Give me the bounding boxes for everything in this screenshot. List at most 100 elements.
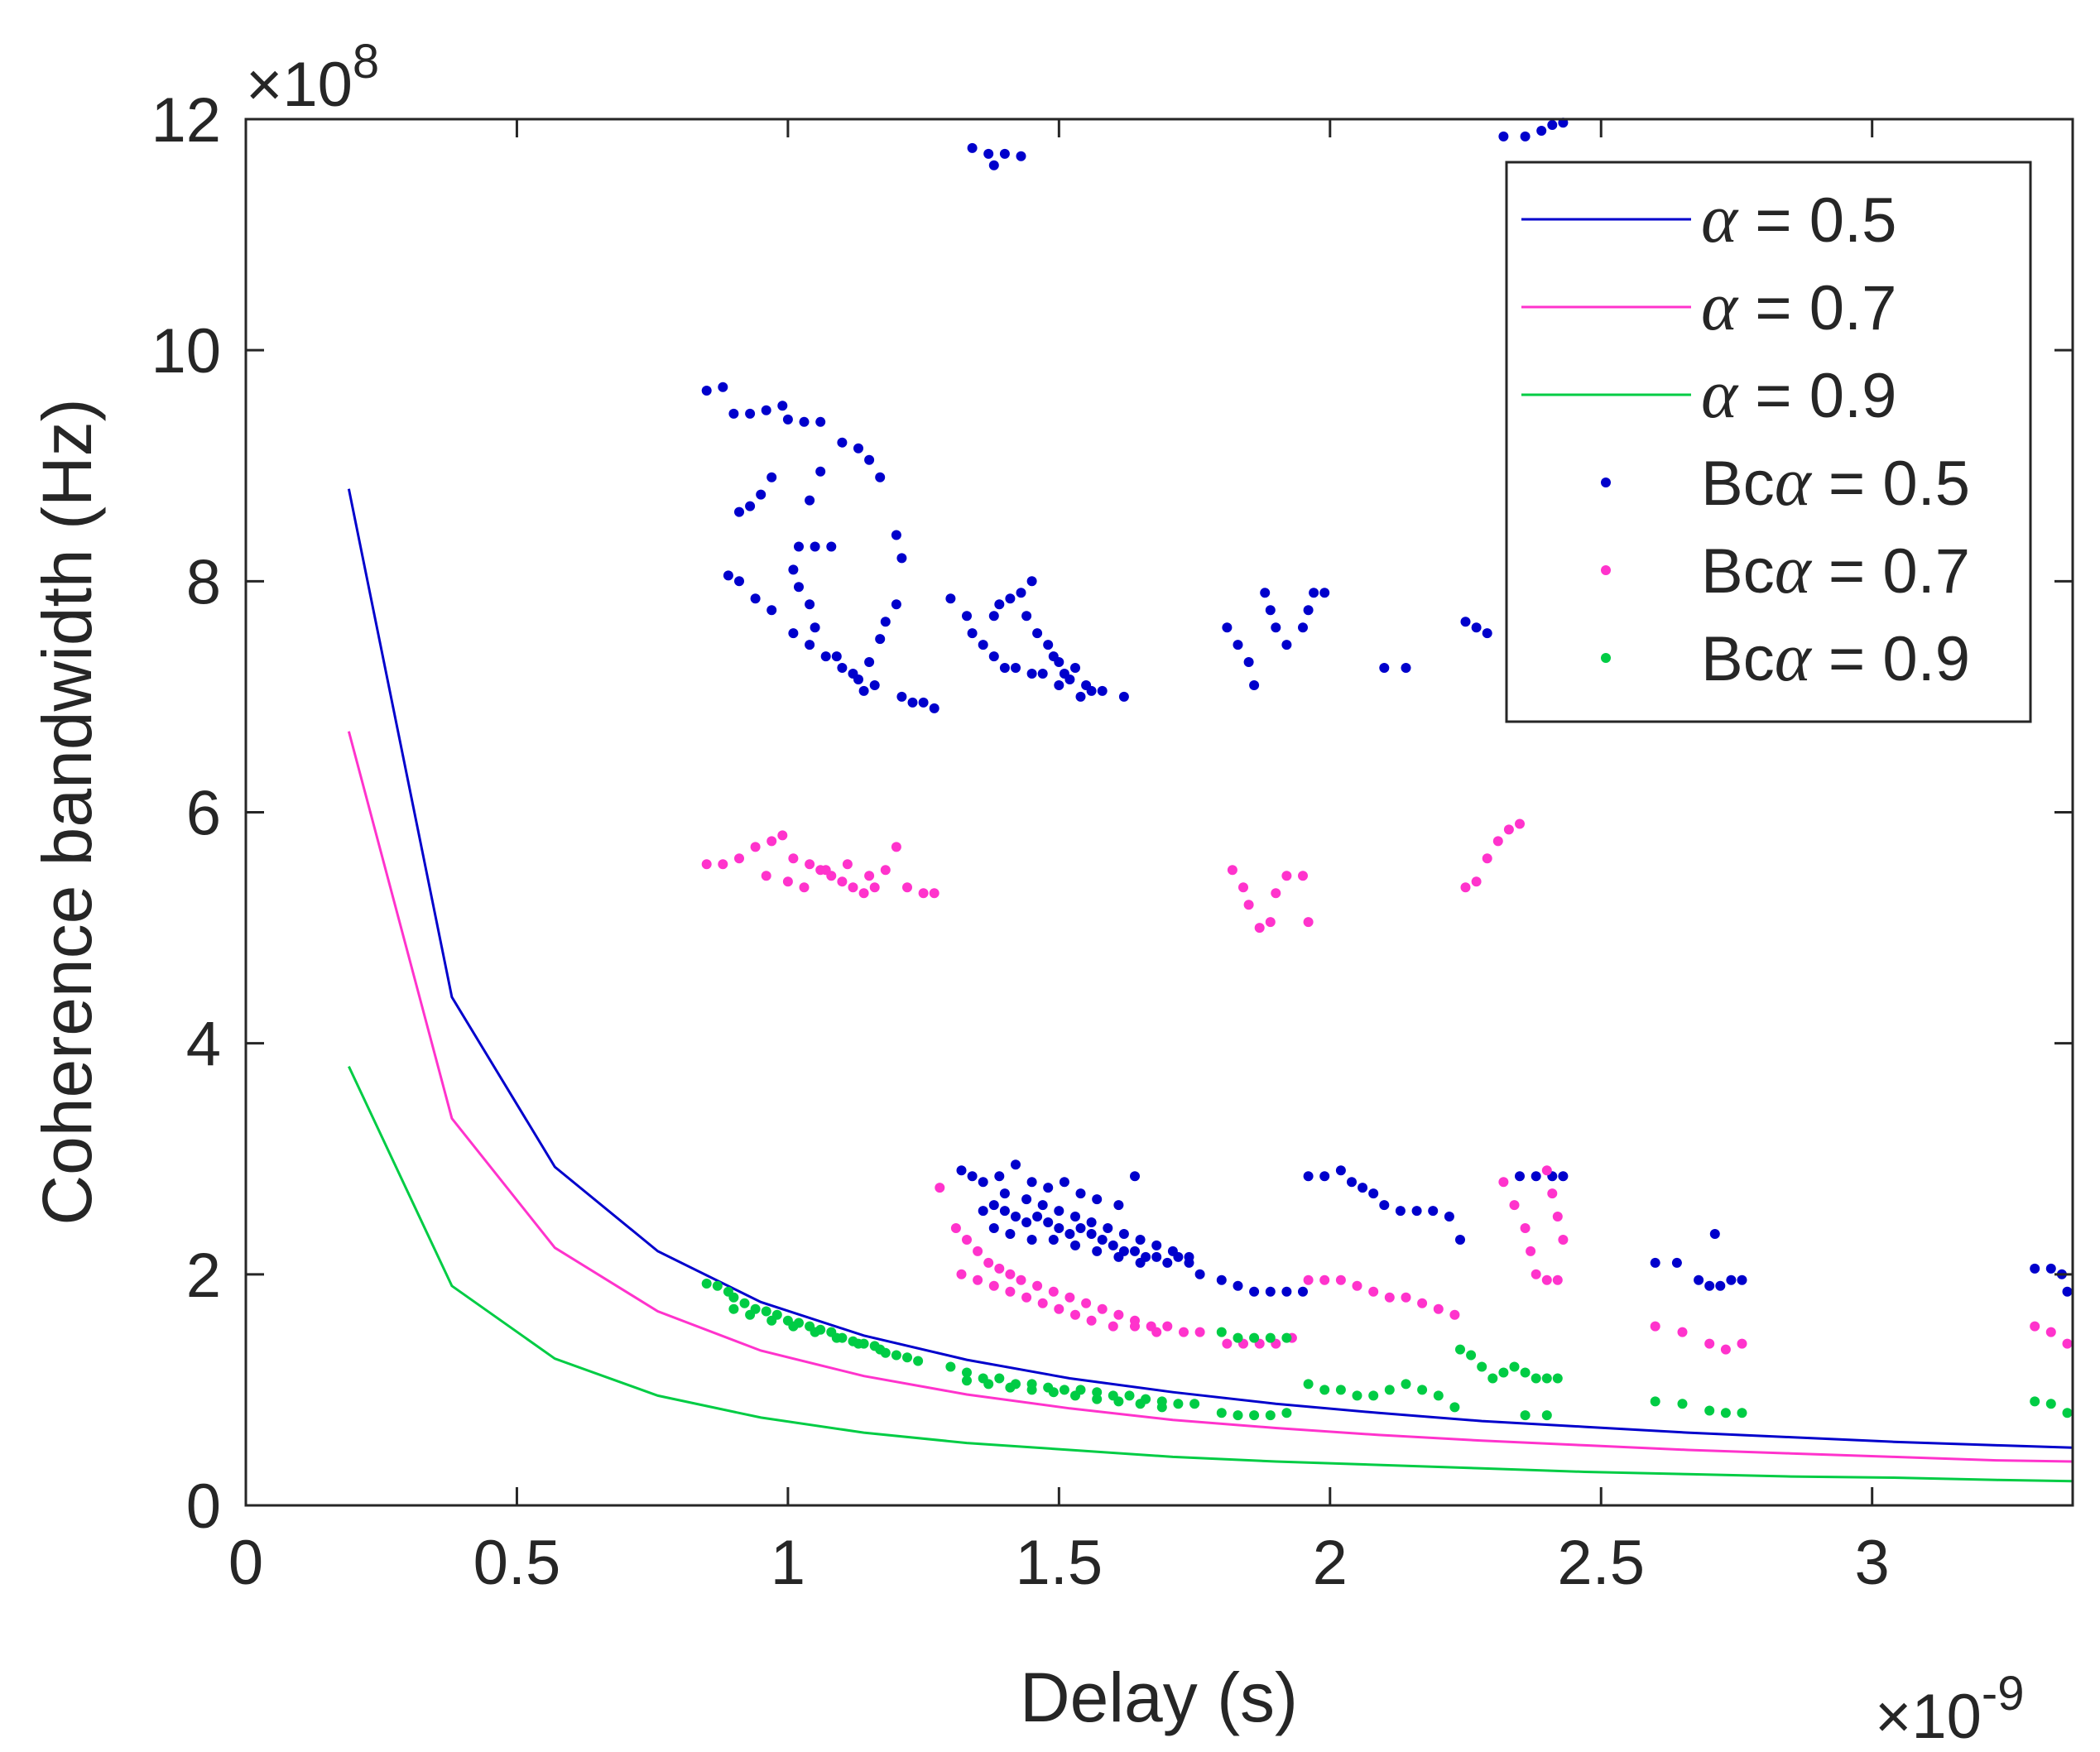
- scatter-point-3-147: [1167, 1246, 1178, 1256]
- scatter-point-4-51: [1081, 1298, 1092, 1308]
- scatter-point-3-133: [1162, 1257, 1173, 1268]
- scatter-point-4-80: [1368, 1286, 1379, 1297]
- scatter-point-3-92: [1265, 605, 1276, 616]
- scatter-point-3-49: [891, 530, 901, 540]
- scatter-point-3-35: [766, 605, 777, 616]
- scatter-point-4-36: [1482, 853, 1492, 864]
- scatter-point-4-5: [777, 830, 788, 841]
- scatter-point-5-82: [1531, 1373, 1541, 1384]
- scatter-point-3-137: [999, 1188, 1010, 1199]
- scatter-point-4-1: [718, 859, 728, 870]
- scatter-point-3-128: [1108, 1240, 1118, 1250]
- scatter-point-5-24: [788, 1321, 799, 1332]
- scatter-point-4-24: [864, 871, 875, 881]
- scatter-point-3-136: [1194, 1269, 1205, 1279]
- scatter-point-3-0: [967, 142, 978, 153]
- scatter-point-5-86: [1541, 1410, 1552, 1421]
- scatter-point-3-90: [1249, 680, 1260, 690]
- scatter-point-3-83: [1037, 669, 1048, 679]
- scatter-point-3-157: [1216, 1274, 1227, 1285]
- scatter-point-3-187: [2030, 1263, 2040, 1274]
- scatter-point-3-71: [1021, 611, 1032, 622]
- scatter-point-5-72: [1417, 1385, 1428, 1395]
- scatter-point-3-156: [1135, 1257, 1146, 1268]
- scatter-point-4-94: [1558, 1235, 1569, 1245]
- scatter-point-5-75: [1455, 1344, 1465, 1355]
- scatter-point-3-152: [1048, 1235, 1059, 1245]
- scatter-point-3-151: [1026, 1235, 1037, 1245]
- scatter-point-5-32: [994, 1373, 1005, 1384]
- scatter-point-3-53: [875, 634, 886, 645]
- scatter-point-4-71: [1222, 1338, 1233, 1349]
- scatter-point-3-169: [1379, 1200, 1390, 1211]
- scatter-point-4-20: [782, 876, 793, 887]
- x-tick-label: 0.5: [473, 1528, 561, 1598]
- scatter-point-3-180: [1671, 1257, 1682, 1268]
- scatter-point-3-188: [2045, 1263, 2056, 1274]
- scatter-point-4-102: [2030, 1321, 2040, 1332]
- scatter-point-3-82: [1054, 680, 1064, 690]
- scatter-point-5-45: [962, 1375, 972, 1386]
- scatter-point-3-166: [1347, 1177, 1357, 1188]
- scatter-point-3-176: [1531, 1171, 1541, 1182]
- y-axis-label: Coherence bandwidth (Hz): [28, 398, 106, 1225]
- scatter-point-3-51: [891, 599, 901, 610]
- scatter-point-3-6: [1520, 131, 1531, 142]
- scatter-point-3-182: [1704, 1280, 1715, 1291]
- scatter-point-5-26: [831, 1332, 842, 1343]
- scatter-point-4-16: [902, 882, 912, 893]
- scatter-point-3-190: [2062, 1286, 2073, 1297]
- scatter-point-3-18: [815, 416, 826, 427]
- scatter-point-3-112: [1075, 1188, 1086, 1199]
- scatter-point-3-161: [1281, 1286, 1292, 1297]
- scatter-point-4-22: [820, 865, 831, 876]
- scatter-point-3-91: [1260, 588, 1271, 598]
- scatter-point-4-35: [1471, 876, 1482, 887]
- scatter-point-3-25: [826, 541, 837, 552]
- scatter-point-4-23: [842, 859, 853, 870]
- curve-lines: [347, 488, 2074, 1483]
- legend: α = 0.5 α = 0.7 α = 0.9 Bcα = 0.5 Bcα = 0.7 B…: [1505, 161, 2032, 723]
- scatter-point-4-49: [1048, 1286, 1059, 1297]
- scatter-point-4-42: [962, 1235, 972, 1245]
- y-tick-label: 4: [186, 1010, 221, 1080]
- scatter-point-4-29: [1265, 917, 1276, 928]
- scatter-point-3-1: [983, 148, 994, 159]
- scatter-point-3-108: [1011, 1159, 1021, 1170]
- scatter-point-3-68: [1005, 593, 1016, 604]
- scatter-point-3-178: [1558, 1171, 1569, 1182]
- scatter-point-5-29: [945, 1361, 956, 1372]
- scatter-point-4-91: [1541, 1165, 1552, 1176]
- scatter-point-5-20: [913, 1356, 924, 1366]
- scatter-point-5-89: [1704, 1405, 1715, 1416]
- scatter-point-3-21: [766, 472, 777, 482]
- scatter-point-5-55: [1216, 1408, 1227, 1418]
- scatter-point-4-60: [973, 1274, 983, 1285]
- scatter-point-5-88: [1677, 1399, 1688, 1409]
- scatter-point-3-143: [1103, 1223, 1113, 1233]
- scatter-point-4-26: [1238, 882, 1248, 893]
- scatter-point-4-17: [918, 888, 929, 899]
- scatter-point-5-22: [745, 1309, 756, 1320]
- scatter-point-3-46: [831, 651, 842, 662]
- scatter-point-4-57: [1179, 1327, 1189, 1337]
- scatter-point-3-175: [1515, 1171, 1525, 1182]
- scatter-point-5-47: [1005, 1382, 1016, 1393]
- scatter-point-4-85: [1449, 1309, 1460, 1320]
- scatter-point-3-72: [1032, 628, 1043, 639]
- scatter-point-3-41: [869, 680, 880, 690]
- scatter-point-4-19: [761, 871, 771, 881]
- scatter-point-3-14: [761, 405, 771, 415]
- scatter-point-5-56: [1233, 1410, 1243, 1421]
- scatter-point-4-37: [1492, 836, 1503, 847]
- y-exponent-label: ×108: [246, 35, 379, 120]
- scatter-point-5-6: [761, 1306, 771, 1317]
- scatter-point-4-13: [869, 882, 880, 893]
- scatter-point-3-126: [1086, 1229, 1097, 1239]
- scatter-point-3-55: [896, 691, 907, 702]
- scatter-point-3-22: [734, 506, 744, 517]
- scatter-point-4-44: [983, 1257, 994, 1268]
- scatter-point-3-56: [907, 697, 918, 708]
- scatter-point-4-0: [701, 859, 712, 870]
- scatter-point-4-70: [1151, 1327, 1162, 1337]
